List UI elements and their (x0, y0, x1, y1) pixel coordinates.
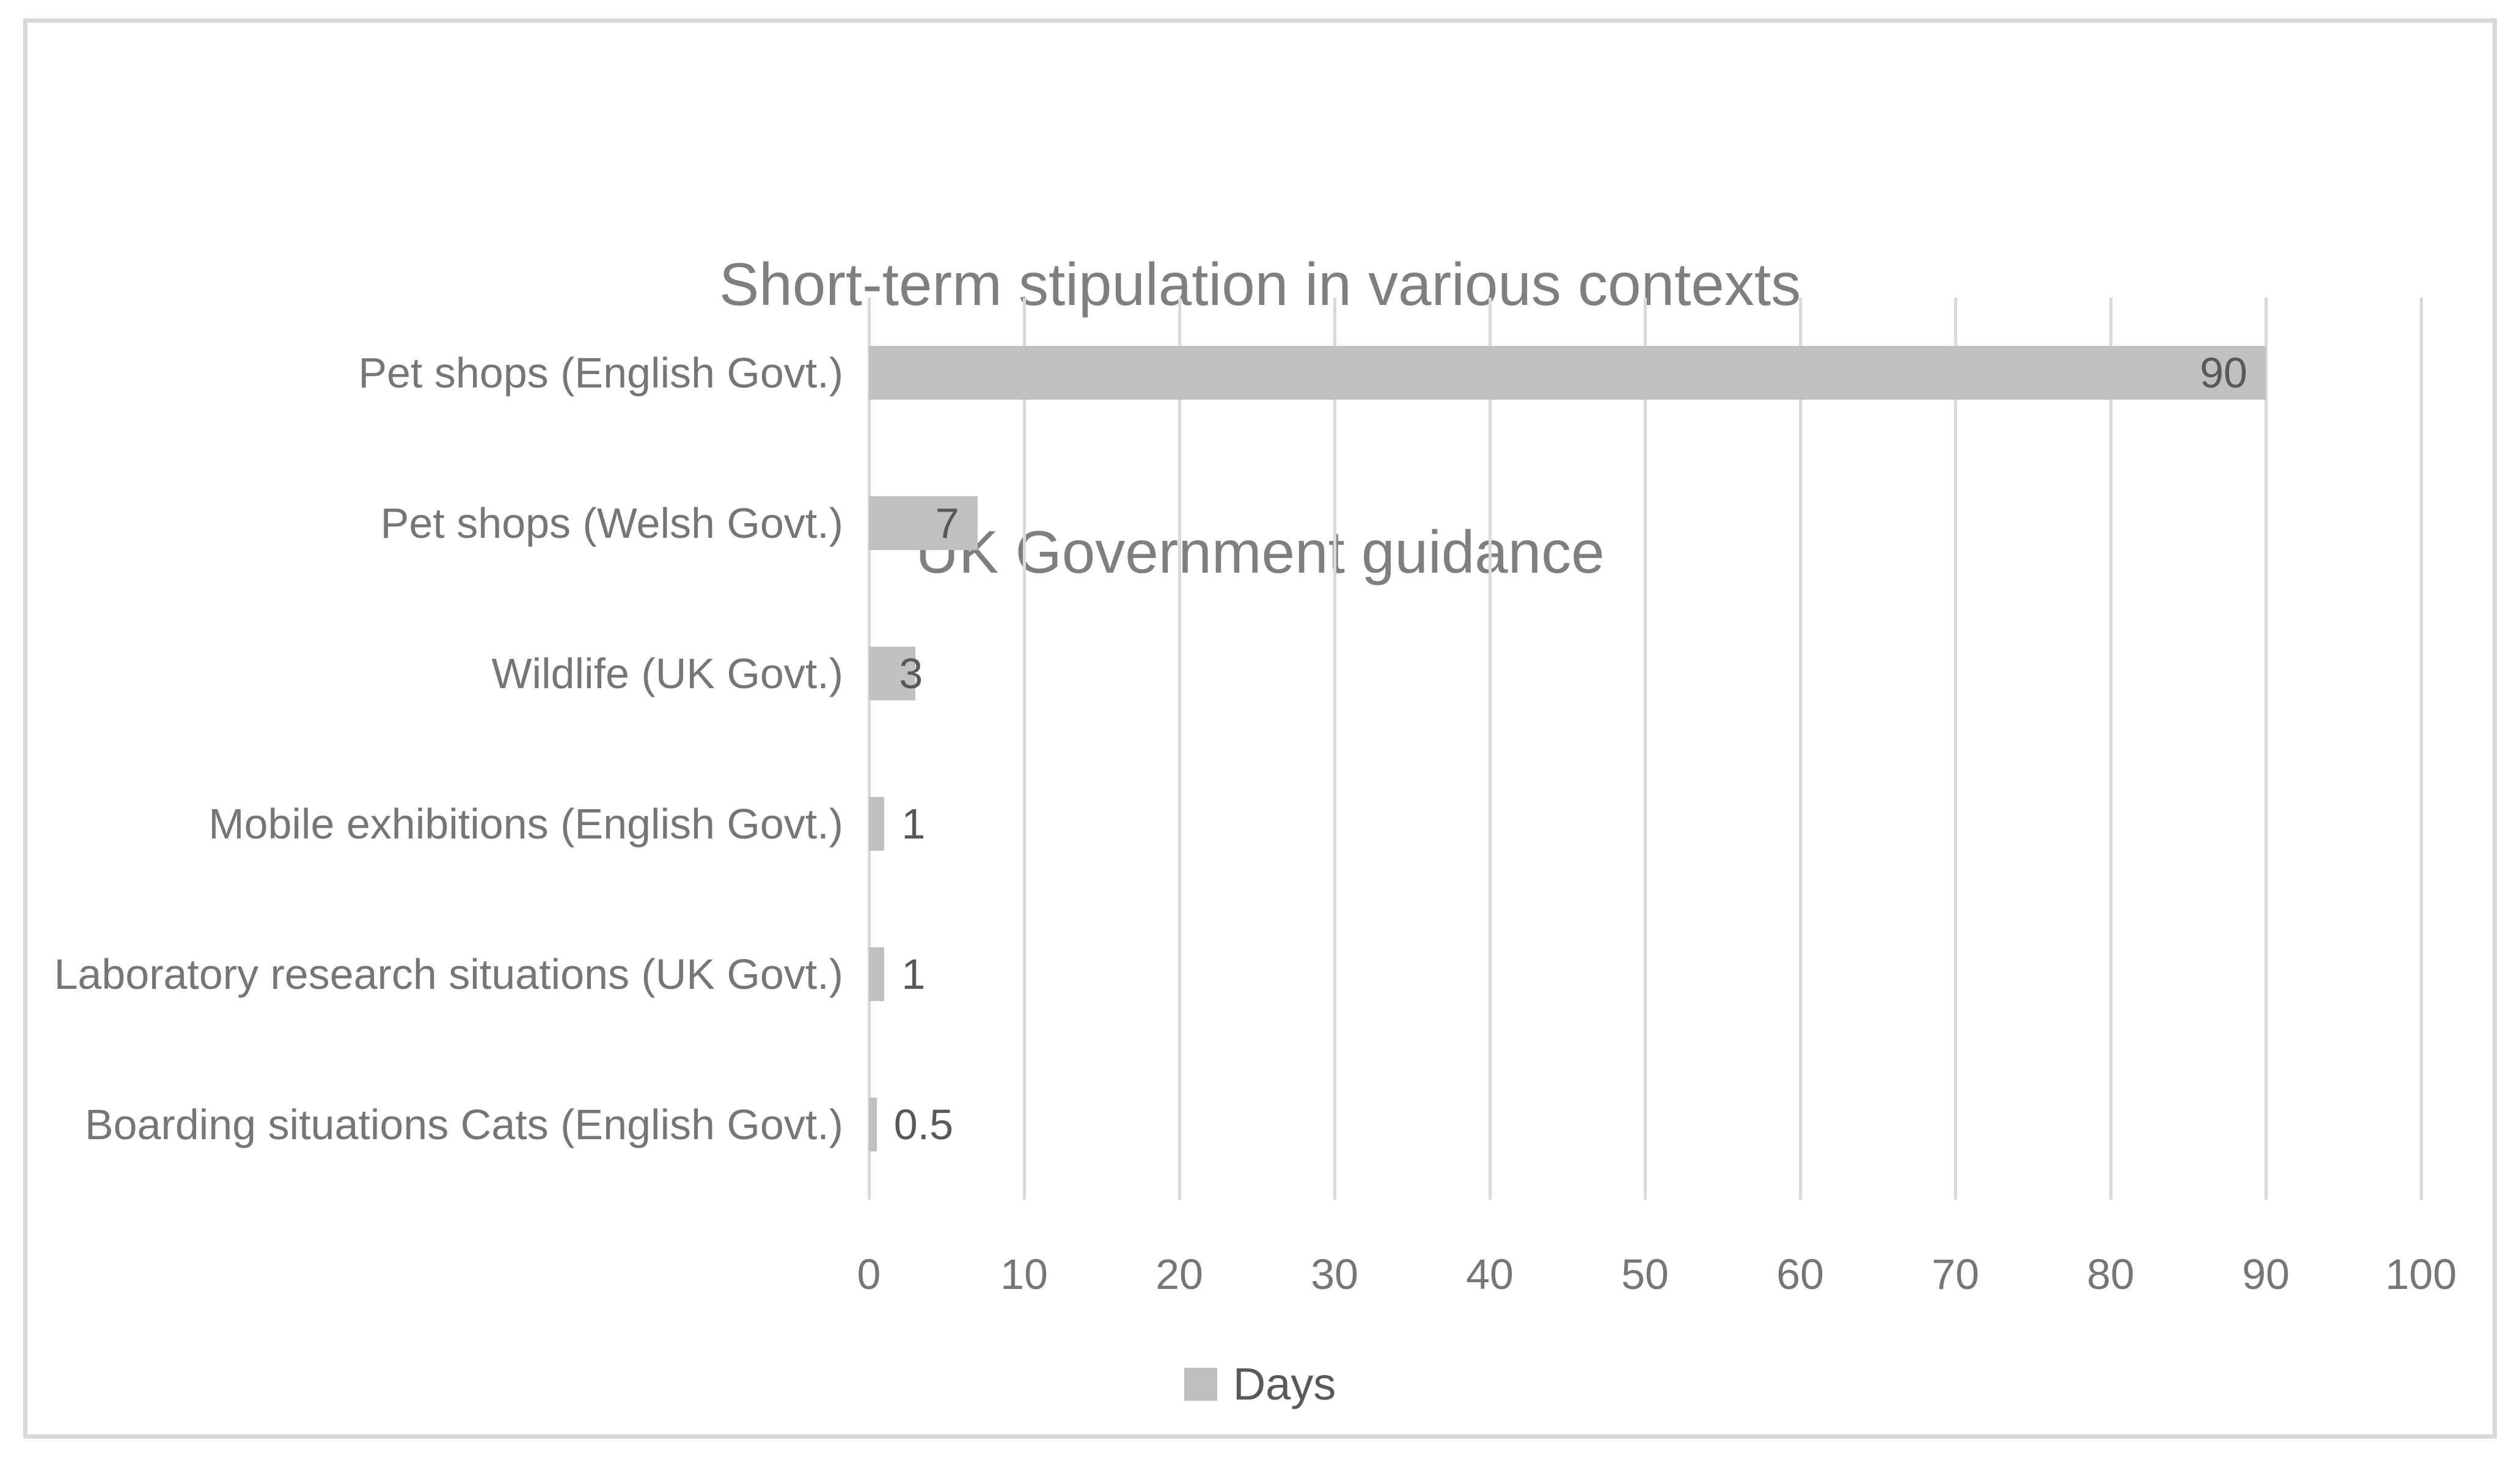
data-label: 3 (899, 650, 923, 697)
gridline (1644, 298, 1647, 1200)
bar (869, 797, 885, 851)
x-axis-tick-label: 60 (1776, 1250, 1824, 1298)
value-axis: 0 10 20 30 40 50 60 70 80 90 100 (857, 1250, 2457, 1305)
x-axis-tick-label: 80 (2087, 1250, 2134, 1298)
gridline (2265, 298, 2268, 1200)
bar-row: 3 (869, 598, 2421, 749)
x-axis-tick-label: 50 (1621, 1250, 1669, 1298)
x-axis-tick-label: 40 (1466, 1250, 1514, 1298)
x-axis-tick-label: 30 (1311, 1250, 1358, 1298)
bars-layer: 90 7 3 1 1 0.5 (869, 298, 2421, 1200)
bar (869, 947, 885, 1001)
legend: Days (0, 1358, 2520, 1410)
gridline (868, 298, 871, 1200)
x-axis-tick-label: 20 (1156, 1250, 1203, 1298)
bar (869, 1098, 877, 1151)
data-label: 1 (901, 800, 926, 848)
plot-area: 90 7 3 1 1 0.5 (868, 298, 2423, 1200)
bar-row: 0.5 (869, 1049, 2421, 1200)
category-label: Wildlife (UK Govt.) (491, 650, 843, 697)
data-label: 90 (2200, 349, 2247, 397)
data-label: 1 (901, 950, 926, 998)
x-axis-tick-label: 70 (1932, 1250, 1979, 1298)
gridline (1333, 298, 1336, 1200)
x-axis-tick-label: 0 (857, 1250, 881, 1298)
legend-swatch-icon (1184, 1367, 1217, 1401)
gridline (1023, 298, 1026, 1200)
x-axis-tick-label: 10 (1000, 1250, 1048, 1298)
bar (869, 496, 978, 550)
category-label: Pet shops (English Govt.) (358, 349, 843, 397)
bar-row: 1 (869, 749, 2421, 899)
legend-label: Days (1233, 1359, 1336, 1409)
category-label: Pet shops (Welsh Govt.) (380, 499, 843, 547)
gridline (2420, 298, 2423, 1200)
data-label: 0.5 (893, 1101, 953, 1148)
category-label: Boarding situations Cats (English Govt.) (84, 1101, 843, 1148)
gridline (1489, 298, 1492, 1200)
chart-title: Short-term stipulation in various contex… (0, 61, 2520, 775)
bar-row: 7 (869, 448, 2421, 598)
bar-row: 90 (869, 298, 2421, 448)
category-label: Mobile exhibitions (English Govt.) (208, 800, 843, 848)
bar-row: 1 (869, 899, 2421, 1049)
gridline (1178, 298, 1181, 1200)
category-label: Laboratory research situations (UK Govt.… (54, 950, 843, 998)
gridline (1954, 298, 1957, 1200)
chart-frame (23, 18, 2497, 1439)
title-line-1: Short-term stipulation in various contex… (719, 251, 1801, 318)
gridline (2109, 298, 2112, 1200)
x-axis-tick-label: 90 (2242, 1250, 2290, 1298)
gridline (1799, 298, 1802, 1200)
bar (869, 647, 916, 700)
bar (869, 346, 2266, 400)
data-label: 7 (935, 499, 959, 547)
x-axis-tick-label: 100 (2385, 1250, 2457, 1298)
